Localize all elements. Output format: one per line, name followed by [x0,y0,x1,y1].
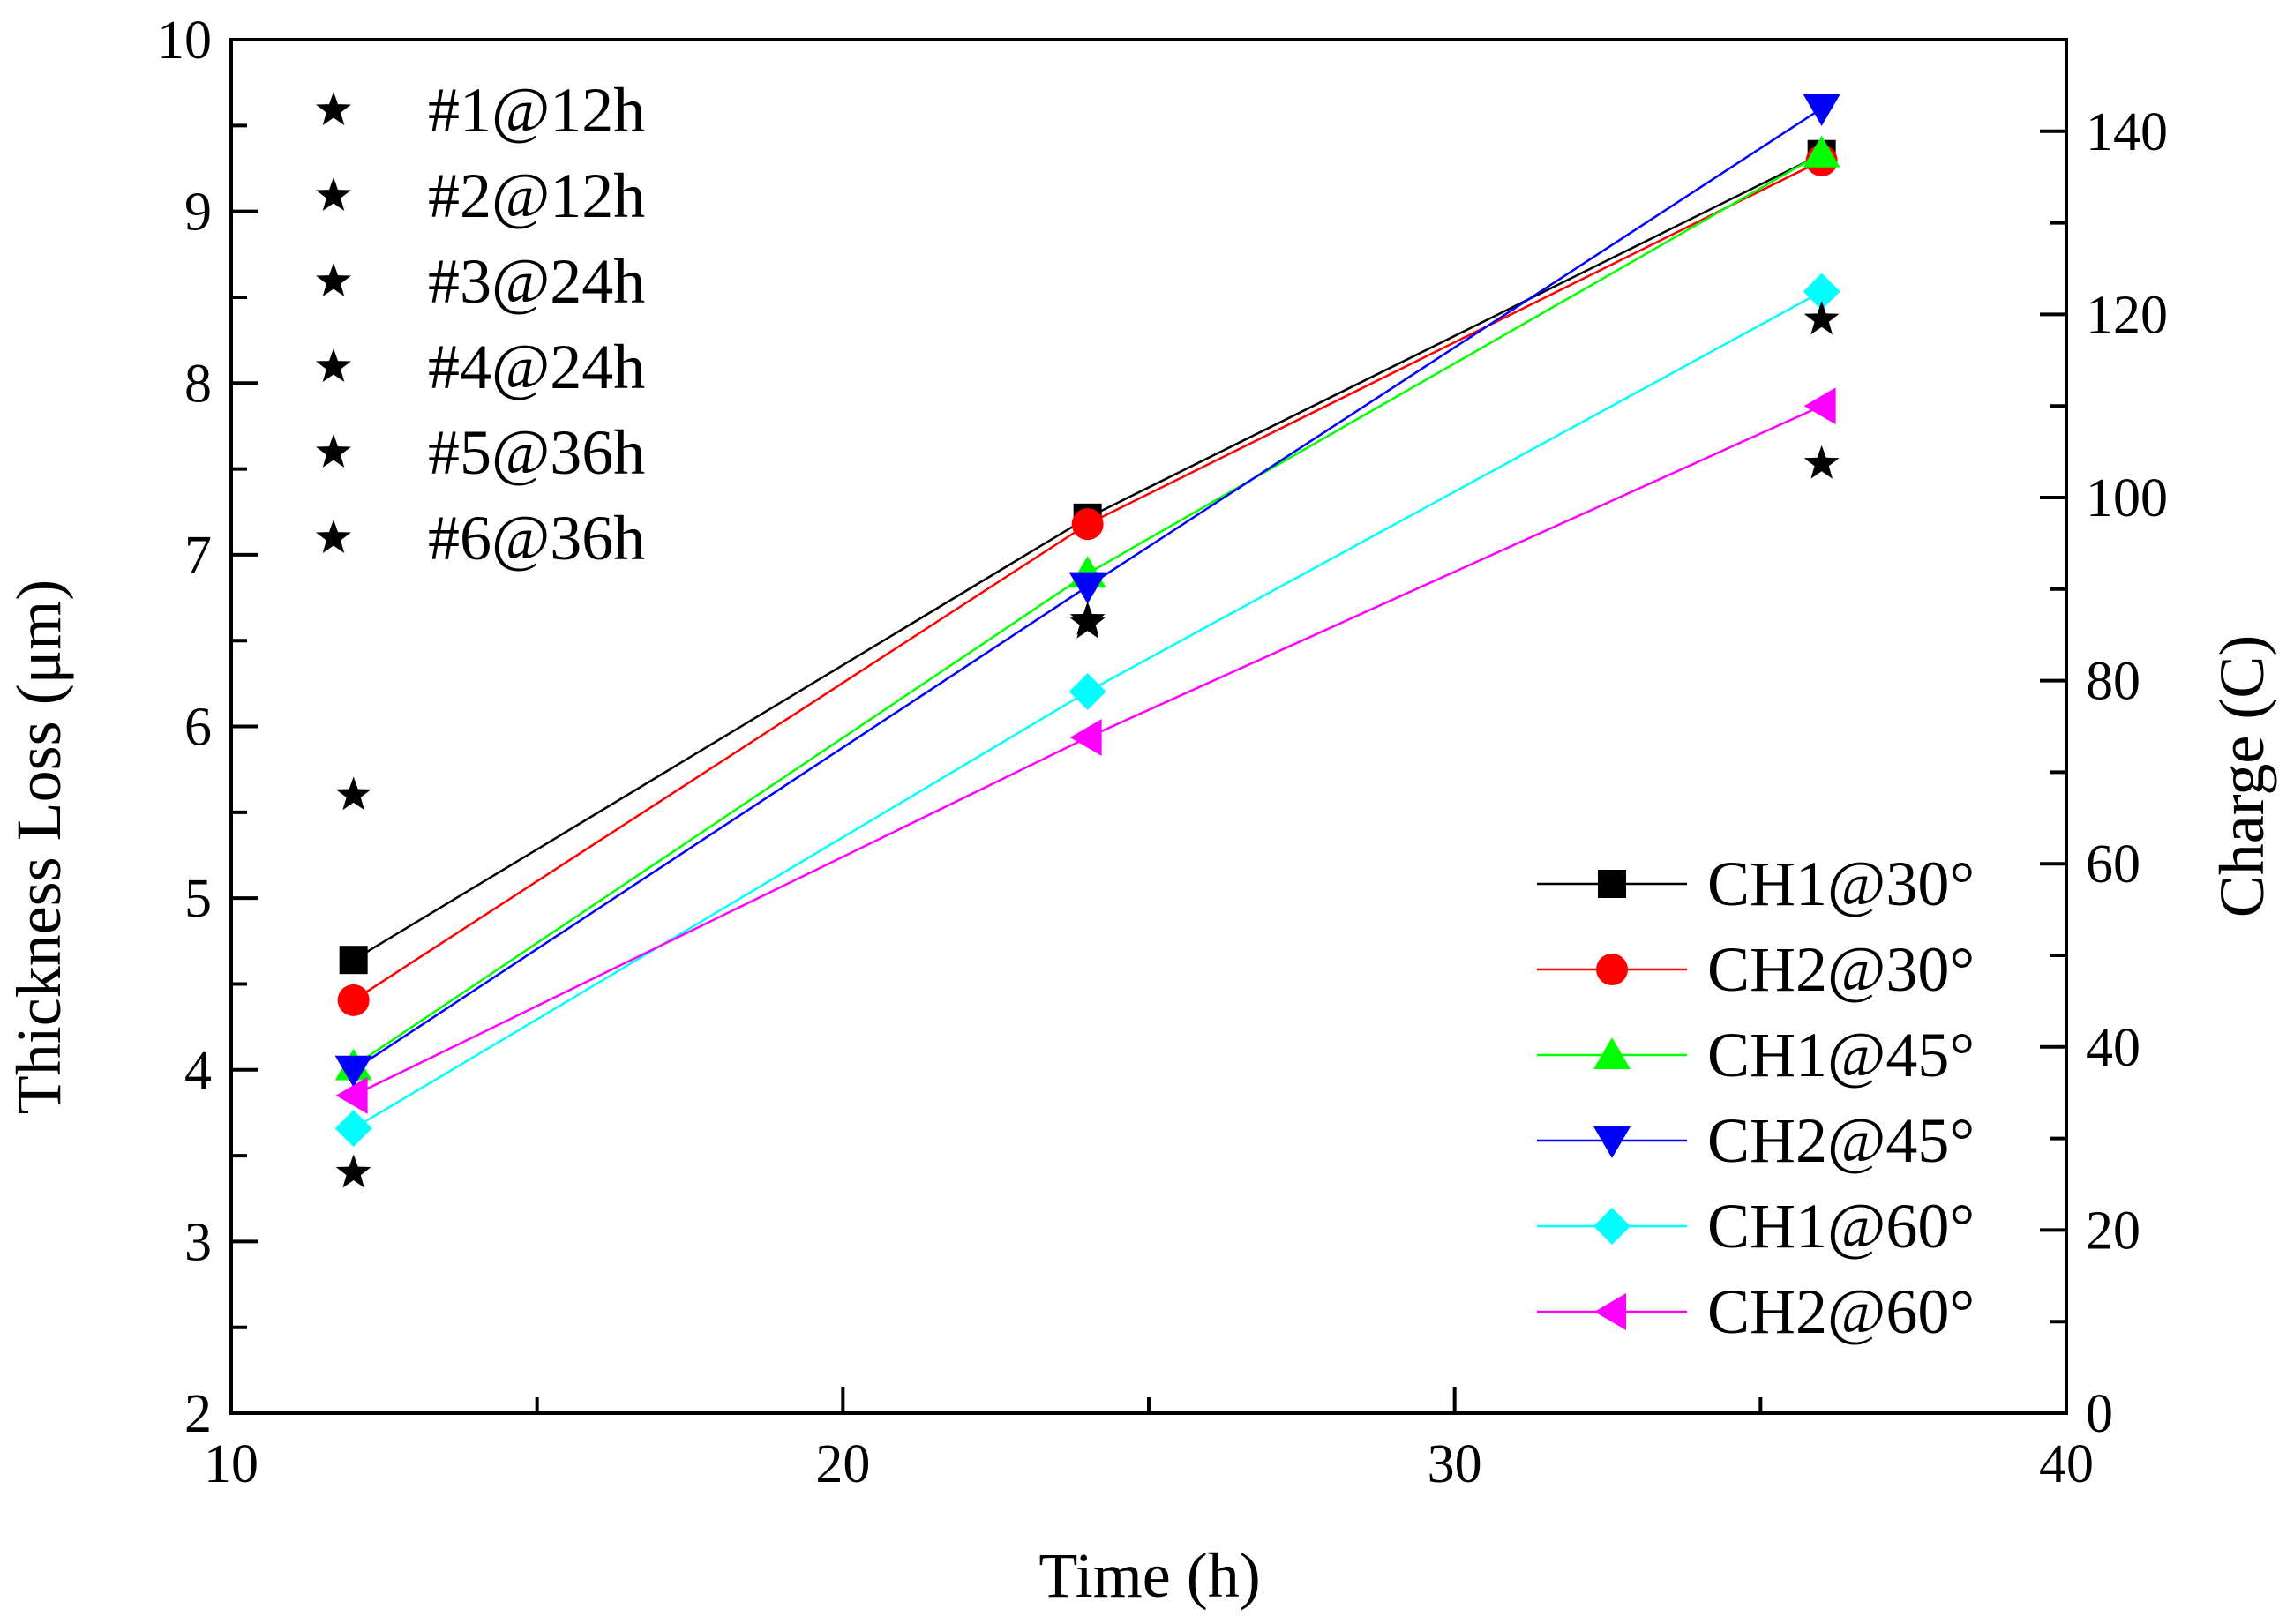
y2-tick-label: 0 [2086,1384,2113,1444]
star-point [1069,604,1106,639]
y-tick-label: 5 [184,869,212,929]
series-legend-symbol [1593,1208,1631,1245]
y2-axis-title: Charge (C) [2207,635,2277,918]
star-legend-symbol [316,92,351,125]
y-tick-label: 8 [184,354,212,414]
series-legend-label: CH1@60° [1707,1191,1975,1261]
y2-tick-label: 140 [2086,102,2168,162]
y2-tick-label: 100 [2086,468,2168,528]
series-legend-label: CH2@30° [1707,934,1975,1005]
y2-tick-label: 80 [2086,652,2140,712]
series-legend: CH1@30° CH2@30° CH1@45° CH2@45° CH1@60° CH2@6… [1537,849,1975,1347]
star-legend-symbol [316,348,351,382]
y-tick-label: 4 [184,1041,212,1101]
series-point [1068,572,1106,604]
series-point [334,1055,372,1088]
star-point [1803,445,1840,479]
y-tick-label: 2 [184,1384,212,1444]
y2-tick-label: 20 [2086,1201,2140,1261]
star-legend-label: #1@12h [428,75,645,146]
y-axis-title: Thickness Loss (μm) [4,580,74,1115]
series-legend-symbol [1598,870,1626,898]
y-tick-label: 6 [184,698,212,758]
series-legend-label: CH1@45° [1707,1020,1975,1090]
star-legend-label: #4@24h [428,332,645,402]
star-legend-symbol [316,520,351,553]
star-legend-label: #6@36h [428,503,645,573]
y2-tick-label: 40 [2086,1018,2140,1078]
star-point [335,1154,371,1188]
series-legend-label: CH2@60° [1707,1276,1975,1347]
series-legend-symbol [1593,1037,1631,1069]
x-tick-label: 40 [2039,1434,2094,1494]
series-point [1071,508,1104,541]
series-point [337,984,370,1016]
series-point [339,946,368,975]
series-legend-label: CH1@30° [1707,849,1975,919]
star-legend-symbol [316,263,351,296]
x-tick-label: 10 [204,1434,259,1494]
x-tick-label: 30 [1428,1434,1482,1494]
x-tick-label: 20 [815,1434,870,1494]
series-legend-symbol [1594,1293,1626,1330]
y-tick-label: 9 [184,183,212,243]
star-legend: #1@12h #2@12h #3@24h #4@24h #5@36h #6@36h [316,75,645,573]
series-legend-label: CH2@45° [1707,1105,1975,1176]
series-point [1803,273,1840,311]
star-point [1803,301,1840,335]
series-point [1803,135,1840,168]
y-tick-label: 10 [157,11,212,71]
star-legend-label: #2@12h [428,161,645,231]
star-legend-symbol [316,434,351,468]
series-legend-symbol [1593,1126,1631,1158]
series-point [335,1076,368,1114]
series-point [1068,673,1106,711]
series-point [1803,387,1836,425]
y-tick-label: 3 [184,1212,212,1272]
star-legend-symbol [316,177,351,211]
series-point [1069,718,1102,756]
y2-tick-label: 120 [2086,285,2168,345]
y-tick-label: 7 [184,526,212,586]
series-point [1803,94,1840,126]
y2-tick-label: 60 [2086,834,2140,894]
series-legend-symbol [1596,954,1628,985]
star-legend-label: #3@24h [428,246,645,317]
series-point [334,1110,372,1148]
x-axis-title: Time (h) [1038,1540,1260,1611]
star-legend-label: #5@36h [428,417,645,488]
series-markers [334,94,1840,1188]
star-point [335,776,371,811]
